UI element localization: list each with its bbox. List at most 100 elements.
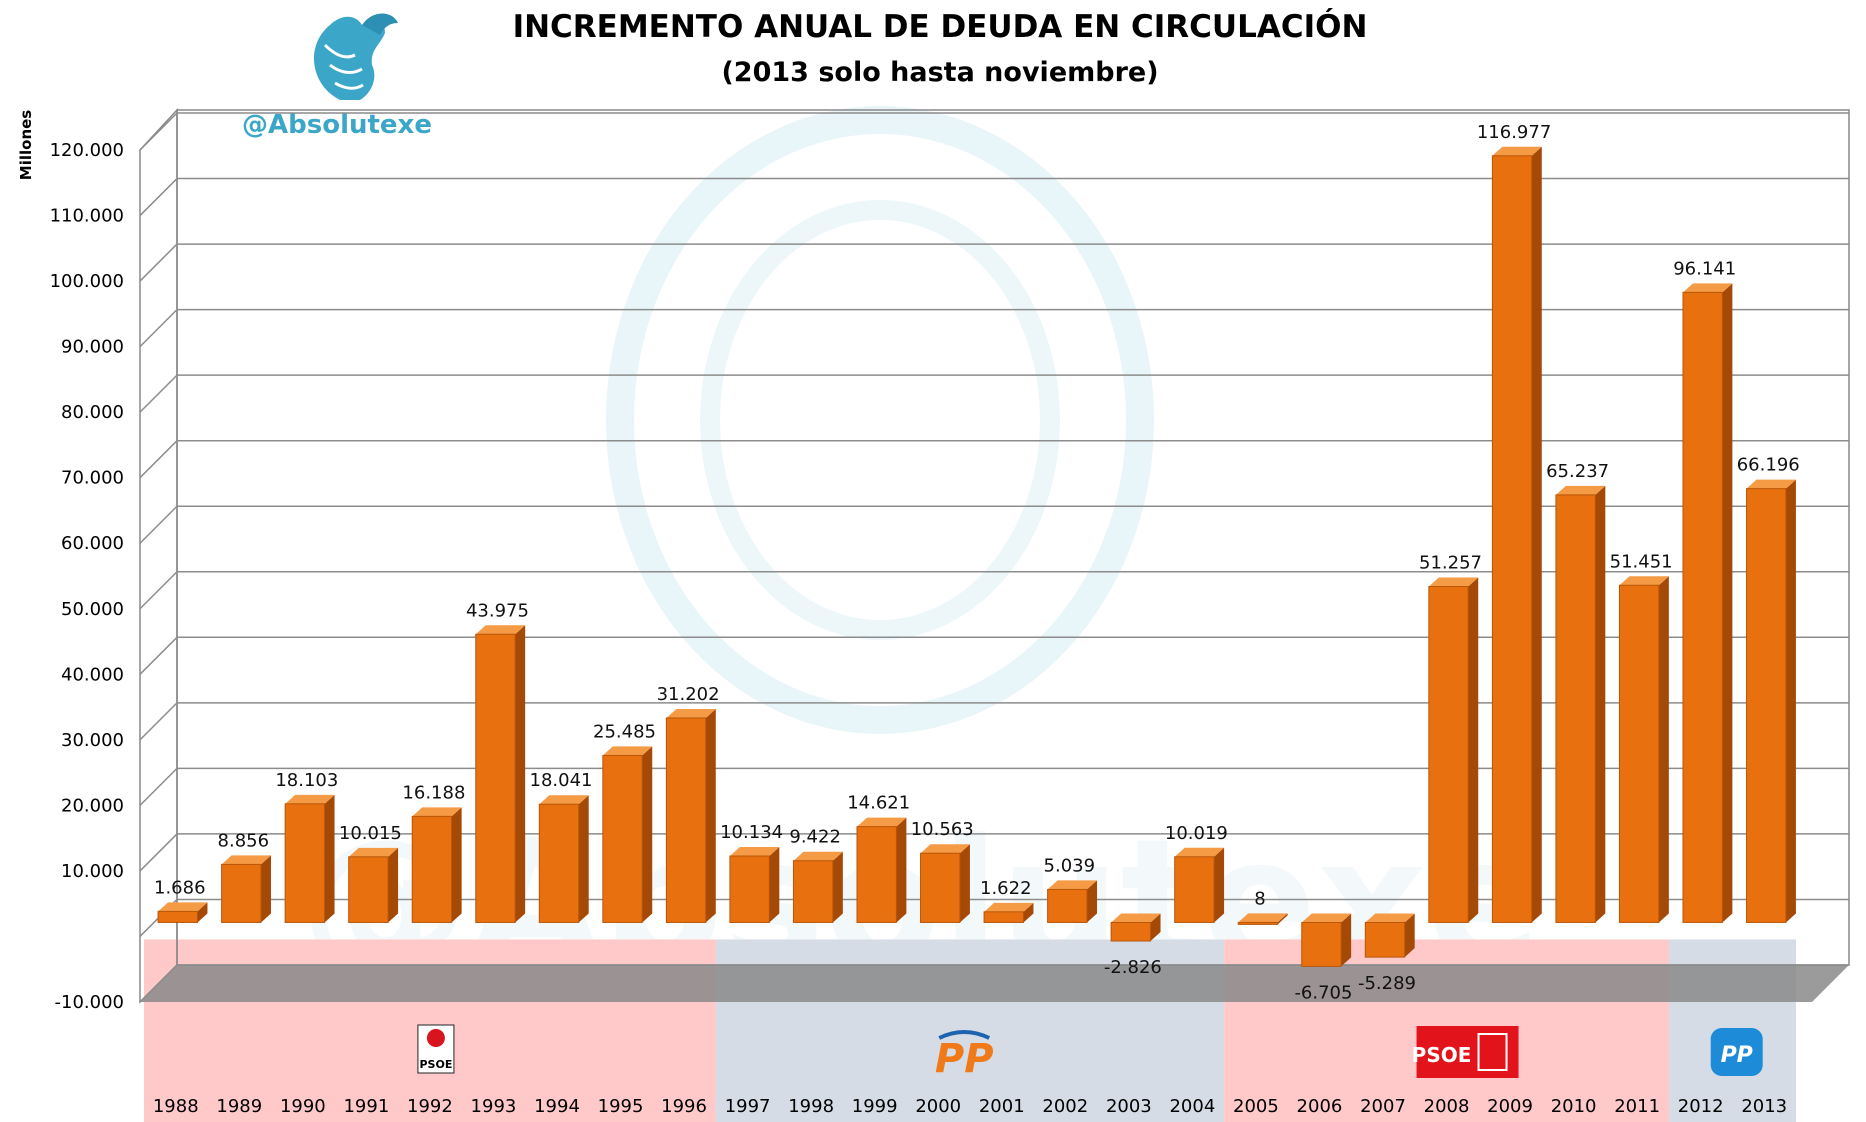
bar <box>1682 283 1733 923</box>
bar <box>157 902 208 923</box>
bar <box>856 817 907 923</box>
data-label: 10.563 <box>911 819 974 840</box>
floor-plane <box>140 965 1849 1002</box>
data-label: 96.141 <box>1673 258 1736 279</box>
data-label: 10.134 <box>720 822 783 843</box>
bar <box>475 625 526 923</box>
x-tick-label: 1997 <box>725 1096 771 1117</box>
x-tick-label: 1988 <box>153 1096 199 1117</box>
data-label: 1.622 <box>980 878 1032 899</box>
data-label: 16.188 <box>402 782 465 803</box>
svg-text:PSOE: PSOE <box>419 1058 452 1071</box>
data-label: 18.041 <box>530 770 593 791</box>
bar <box>983 902 1034 923</box>
x-tick-label: 1993 <box>471 1096 517 1117</box>
x-tick-label: 2006 <box>1297 1096 1343 1117</box>
svg-text:PP: PP <box>1721 1043 1753 1068</box>
twitter-handle: @Absolutexe <box>242 110 432 140</box>
bar <box>665 708 716 923</box>
bars <box>157 146 1796 967</box>
y-tick-label: 90.000 <box>61 337 124 358</box>
y-tick-label: 100.000 <box>50 271 124 292</box>
chart-title: INCREMENTO ANUAL DE DEUDA EN CIRCULACIÓN <box>513 8 1368 45</box>
y-tick-label: 110.000 <box>50 206 124 227</box>
x-tick-label: 2008 <box>1424 1096 1470 1117</box>
x-tick-label: 2013 <box>1741 1096 1787 1117</box>
gridline-depth <box>139 440 178 479</box>
data-label: 8 <box>1254 888 1265 909</box>
x-tick-label: 1995 <box>598 1096 644 1117</box>
x-tick-label: 1996 <box>661 1096 707 1117</box>
bar <box>1047 880 1098 923</box>
data-label: 65.237 <box>1546 461 1609 482</box>
x-tick-label: 1998 <box>788 1096 834 1117</box>
data-label: 116.977 <box>1477 122 1551 143</box>
y-tick-label: 20.000 <box>61 795 124 816</box>
data-label: 10.019 <box>1165 823 1228 844</box>
data-label: 14.621 <box>847 793 910 814</box>
y-axis-label: Millones <box>17 110 35 181</box>
bar <box>1618 576 1669 923</box>
bar <box>1174 847 1225 923</box>
data-label: 5.039 <box>1044 855 1096 876</box>
bar <box>602 746 653 923</box>
bar <box>729 847 780 923</box>
bar <box>1110 913 1161 942</box>
x-tick-label: 2002 <box>1042 1096 1088 1117</box>
bar <box>221 855 272 923</box>
griffin-icon <box>313 13 398 100</box>
x-tick-label: 2001 <box>979 1096 1025 1117</box>
data-label: 43.975 <box>466 600 529 621</box>
x-axis-labels: 1988 1989 1990 1991 1992 1993 1994 1995 1996 1997… <box>153 1096 1787 1117</box>
x-tick-label: 1990 <box>280 1096 326 1117</box>
pp-logo: PP <box>935 1030 994 1082</box>
gridline-depth <box>139 178 178 217</box>
gridline-depth <box>139 833 178 872</box>
bar <box>792 851 843 923</box>
svg-text:PSOE: PSOE <box>1412 1043 1472 1067</box>
y-axis-ticks: -10.000 10.000 20.000 30.000 40.000 50.000 60.… <box>50 140 124 1013</box>
data-label: 31.202 <box>657 684 720 705</box>
data-label: 8.856 <box>218 830 270 851</box>
x-tick-label: 1992 <box>407 1096 453 1117</box>
bar <box>1364 913 1415 958</box>
data-label: -5.289 <box>1358 973 1416 994</box>
x-tick-label: 1991 <box>343 1096 389 1117</box>
bar <box>1746 479 1796 923</box>
data-label: -2.826 <box>1104 957 1162 978</box>
gridline-depth <box>139 309 178 348</box>
x-tick-label: 2012 <box>1678 1096 1724 1117</box>
plot-floor <box>140 965 1849 1002</box>
y-tick-label: -10.000 <box>55 992 124 1013</box>
gridline-depth <box>139 636 178 675</box>
svg-text:PP: PP <box>935 1036 994 1082</box>
data-label: 25.485 <box>593 721 656 742</box>
y-tick-label: 120.000 <box>50 140 124 161</box>
y-tick-label: 80.000 <box>61 402 124 423</box>
x-tick-label: 2005 <box>1233 1096 1279 1117</box>
gridline-depth <box>139 571 178 610</box>
psoe-logo: PSOE <box>417 1024 455 1074</box>
bar <box>348 847 399 923</box>
y-tick-label: 40.000 <box>61 664 124 685</box>
data-label: 51.257 <box>1419 553 1482 574</box>
psoe-logo: PSOE <box>1412 1026 1519 1078</box>
x-tick-label: 2003 <box>1106 1096 1152 1117</box>
data-label: 66.196 <box>1737 455 1800 476</box>
x-tick-label: 1989 <box>216 1096 262 1117</box>
data-label: 9.422 <box>789 827 841 848</box>
gridline-depth <box>139 505 178 544</box>
y-tick-label: 30.000 <box>61 730 124 751</box>
bar <box>1491 146 1542 923</box>
gridline-depth <box>139 964 178 1003</box>
x-tick-label: 2011 <box>1614 1096 1660 1117</box>
y-tick-label: 70.000 <box>61 468 124 489</box>
x-tick-label: 2007 <box>1360 1096 1406 1117</box>
bar <box>411 807 462 923</box>
data-label: 18.103 <box>275 770 338 791</box>
bar <box>1301 913 1352 967</box>
chart-subtitle: (2013 solo hasta noviembre) <box>721 57 1158 88</box>
gridline-depth <box>139 243 178 282</box>
